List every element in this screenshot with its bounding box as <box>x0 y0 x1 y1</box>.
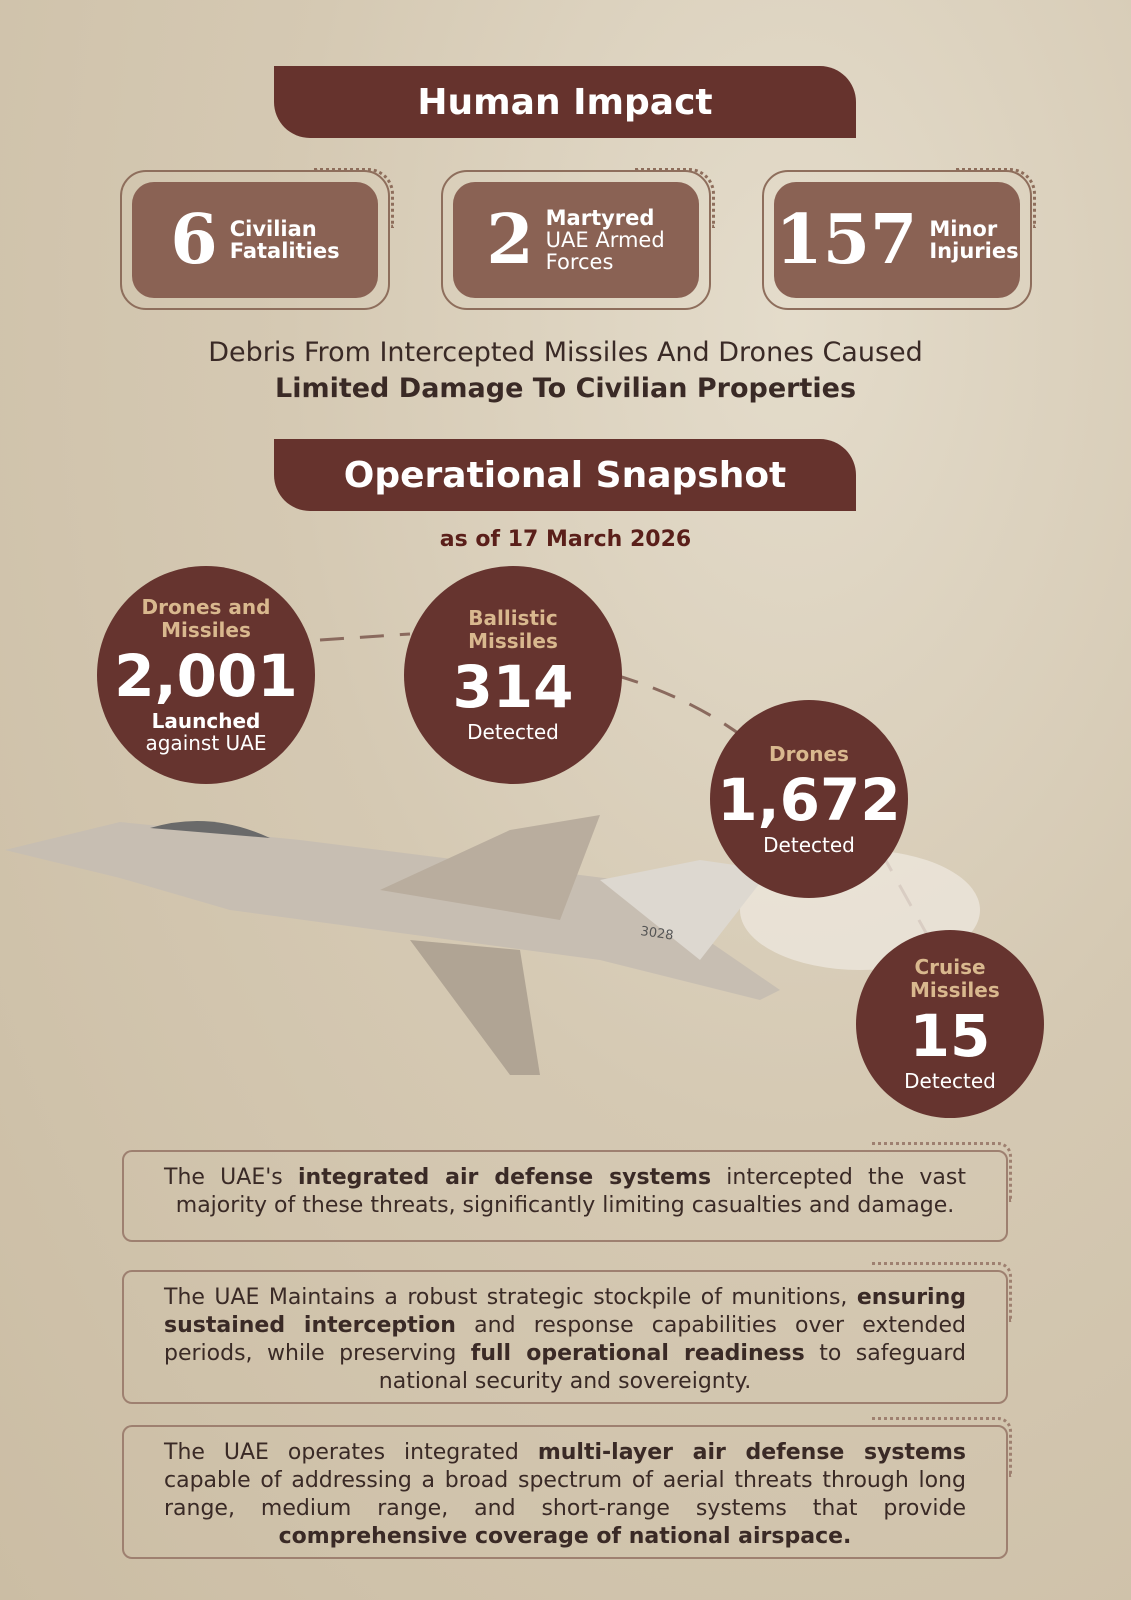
jet-tail-number: 3028 <box>639 924 674 943</box>
human-impact-banner: Human Impact <box>274 66 856 138</box>
jet-illustration: 3028 <box>5 632 980 1075</box>
stat-martyred: 2 Martyred UAE Armed Forces <box>441 168 715 310</box>
circle-label: Detected <box>763 832 855 857</box>
emphasis-text: full operational readiness <box>470 1341 805 1366</box>
debris-line-bold: Limited Damage To Civilian Properties <box>274 373 857 404</box>
body-text: and response capabilities over extended … <box>164 1313 967 1366</box>
body-text: to safeguard national security and sover… <box>378 1341 967 1394</box>
circle-label: Detected <box>904 1069 996 1093</box>
circle-title: Drones <box>769 741 849 766</box>
stat-value: 6 <box>170 200 218 280</box>
debris-statement: Debris From Intercepted Missiles And Dro… <box>0 335 1131 407</box>
body-text: capable of addressing a broad spectrum o… <box>164 1468 966 1521</box>
operational-snapshot-banner: Operational Snapshot <box>274 439 856 511</box>
info-text: The UAE Maintains a robust strategic sto… <box>164 1284 966 1396</box>
stat-label: Martyred <box>545 206 655 230</box>
circle-title: Ballistic Missiles <box>468 606 558 653</box>
info-text: The UAE operates integrated multi-layer … <box>164 1439 966 1551</box>
emphasis-text: multi-layer air defense systems <box>537 1440 966 1465</box>
emphasis-text: comprehensive coverage of national airsp… <box>278 1524 852 1549</box>
info-box-air-defense: The UAE's integrated air defense systems… <box>122 1142 1012 1242</box>
circle-label: Detected <box>467 720 559 744</box>
debris-line: Debris From Intercepted Missiles And Dro… <box>208 337 923 368</box>
circle-title: Drones and Missiles <box>141 595 271 642</box>
stat-civilian-fatalities: 6 Civilian Fatalities <box>120 168 394 310</box>
as-of-date: as of 17 March 2026 <box>439 527 692 552</box>
circle-value: 1,672 <box>717 765 901 834</box>
stat-label: UAE Armed Forces <box>545 228 665 274</box>
info-text: The UAE's integrated air defense systems… <box>164 1164 966 1220</box>
emphasis-text: integrated air defense systems <box>297 1165 712 1190</box>
body-text: intercepted the vast majority of these t… <box>175 1165 966 1218</box>
emphasis-text: ensuring sustained interception <box>164 1285 966 1338</box>
circle-value: 314 <box>452 653 574 721</box>
circle-cruise-missiles: Cruise Missiles 15 Detected <box>856 930 1044 1118</box>
info-box-multi-layer: The UAE operates integrated multi-layer … <box>122 1417 1012 1559</box>
circle-title: Cruise Missiles <box>910 955 1000 1002</box>
circle-value: 15 <box>909 1002 991 1070</box>
stat-minor-injuries: 157 Minor Injuries <box>762 168 1036 310</box>
stat-label: Injuries <box>929 239 1019 263</box>
section-title: Operational Snapshot <box>343 454 787 496</box>
section-title: Human Impact <box>417 81 713 123</box>
circle-label-bold: Launched <box>151 709 261 733</box>
body-text: The UAE operates integrated <box>164 1440 538 1465</box>
body-text: The UAE's <box>164 1165 298 1190</box>
stat-label: Minor <box>929 217 998 241</box>
circle-label: against UAE <box>145 731 267 755</box>
info-box-stockpile: The UAE Maintains a robust strategic sto… <box>122 1262 1012 1404</box>
circle-ballistic-missiles: Ballistic Missiles 314 Detected <box>404 566 622 784</box>
stat-value: 157 <box>775 200 918 280</box>
stat-label: Fatalities <box>229 239 340 263</box>
jet-fuselage <box>5 822 780 1000</box>
circle-value: 2,001 <box>114 642 298 710</box>
stat-value: 2 <box>486 200 534 280</box>
circle-drones-missiles-launched: Drones and Missiles 2,001 Launched agains… <box>97 566 315 784</box>
circle-drones: Drones 1,672 Detected <box>710 700 908 898</box>
body-text: The UAE Maintains a robust strategic sto… <box>164 1285 857 1310</box>
stat-label: Civilian <box>229 217 317 241</box>
